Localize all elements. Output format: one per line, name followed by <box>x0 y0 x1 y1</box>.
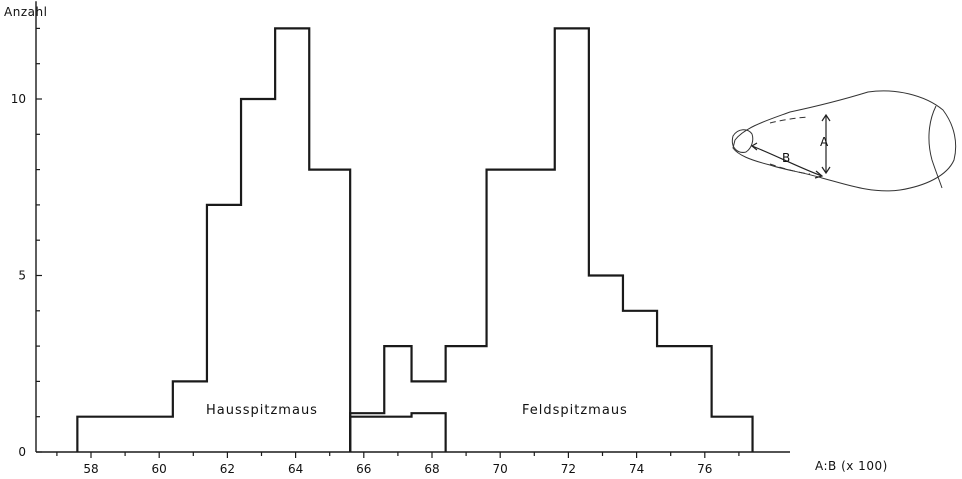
skull-dashed-lower <box>769 163 811 175</box>
plot-area <box>76 27 754 452</box>
x-axis-title: A:B (x 100) <box>815 459 888 473</box>
x-tick-label: 72 <box>561 462 576 476</box>
dimension-b-arrowhead-left <box>750 142 758 151</box>
x-tick-label: 58 <box>83 462 98 476</box>
dimension-a-arrowhead-top <box>821 113 831 122</box>
step-series-feldspitzmaus <box>349 27 754 452</box>
skull-diagram: A B <box>731 90 957 192</box>
skull-outline <box>732 90 957 192</box>
x-tick-label: 70 <box>493 462 508 476</box>
y-tick-label: 0 <box>18 445 26 459</box>
y-tick-label: 5 <box>18 269 26 283</box>
dimension-a-arrowhead-bottom <box>821 166 831 175</box>
y-tick-label: 10 <box>11 92 26 106</box>
axes: 58 60 62 64 66 68 70 72 74 76 0 5 10 <box>11 1 790 476</box>
label-a: A <box>820 135 829 149</box>
x-tick-label: 74 <box>629 462 644 476</box>
skull-suture <box>928 105 943 189</box>
x-tick-label: 68 <box>424 462 439 476</box>
x-tick-label: 66 <box>356 462 371 476</box>
x-tick-label: 60 <box>152 462 167 476</box>
y-axis-title: Anzahl <box>4 5 47 19</box>
series-label-hausspitzmaus: Hausspitzmaus <box>206 403 318 418</box>
x-tick-label: 64 <box>288 462 303 476</box>
step-series-hausspitzmaus <box>76 27 352 452</box>
x-tick-label: 76 <box>697 462 712 476</box>
dimension-b-line <box>751 145 823 177</box>
skull-snout <box>731 129 754 153</box>
skull-dashed-upper <box>769 116 809 124</box>
label-b: B <box>782 151 790 165</box>
x-tick-label: 62 <box>220 462 235 476</box>
series-label-feldspitzmaus: Feldspitzmaus <box>522 403 628 418</box>
step-series-hausspitzmaus-tail <box>349 412 447 452</box>
dimension-b-arrowhead-right <box>814 170 824 179</box>
